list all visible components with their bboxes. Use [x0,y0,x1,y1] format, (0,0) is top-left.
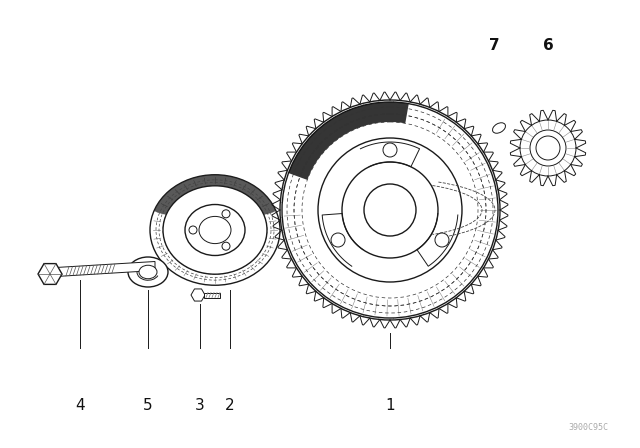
Text: 3: 3 [195,398,205,413]
Circle shape [536,136,560,160]
Ellipse shape [150,175,280,285]
Circle shape [342,162,438,258]
Text: 7: 7 [489,38,499,53]
Circle shape [318,138,462,282]
Circle shape [222,242,230,250]
Text: 3900C95C: 3900C95C [568,423,608,432]
Polygon shape [289,102,409,180]
Circle shape [520,120,576,176]
Text: 1: 1 [385,398,395,413]
Ellipse shape [493,123,506,133]
Polygon shape [56,262,155,276]
Circle shape [435,233,449,247]
Ellipse shape [199,216,231,244]
Circle shape [222,210,230,218]
Circle shape [364,184,416,236]
Circle shape [282,102,498,318]
Circle shape [331,233,345,247]
Polygon shape [38,263,62,284]
Bar [204,293,220,297]
Circle shape [189,226,197,234]
Ellipse shape [185,204,245,255]
Circle shape [383,143,397,157]
Ellipse shape [163,186,267,274]
Ellipse shape [139,265,157,279]
Polygon shape [154,175,276,215]
Text: 2: 2 [225,398,235,413]
Text: 4: 4 [75,398,85,413]
Text: 5: 5 [143,398,153,413]
Text: 6: 6 [543,38,554,53]
Polygon shape [191,289,205,301]
Circle shape [530,130,566,166]
Ellipse shape [128,257,168,287]
